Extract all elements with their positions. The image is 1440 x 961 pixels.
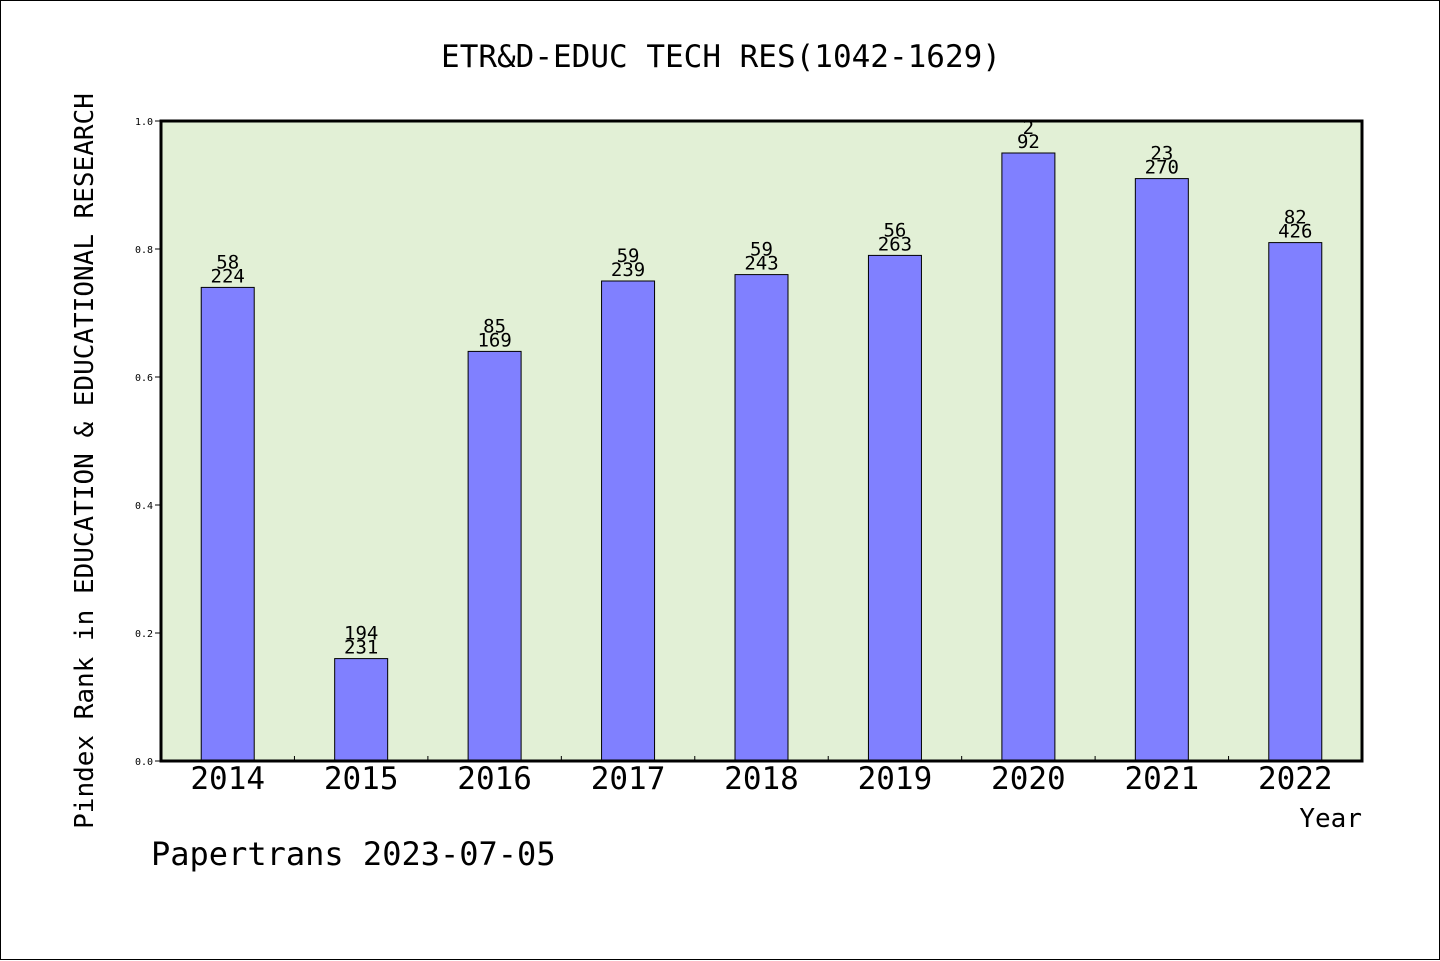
x-tick-label-2020: 2020 xyxy=(991,761,1066,797)
bar-label-top-2018: 59 xyxy=(750,239,773,261)
bar-2019 xyxy=(867,254,922,762)
y-axis-label: Pindex Rank in EDUCATION & EDUCATIONAL R… xyxy=(70,93,100,829)
bar-label-bottom-2014: 224 xyxy=(211,265,245,287)
bar-label-top-2019: 56 xyxy=(883,219,906,241)
bar-label-top-2017: 59 xyxy=(617,245,640,267)
bar-label-top-2016: 85 xyxy=(483,315,506,337)
bar-label-top-2020: 2 xyxy=(1023,117,1034,139)
bar-label-bottom-2015: 231 xyxy=(344,637,378,659)
bar-2016 xyxy=(467,350,522,762)
bar-label-bottom-2017: 239 xyxy=(611,259,645,281)
bar-2015 xyxy=(334,658,389,762)
bar-2021 xyxy=(1134,178,1189,762)
bar-label-bottom-2021: 270 xyxy=(1145,157,1179,179)
y-tick-label-0.0: 0.0 xyxy=(135,757,153,768)
bar-label-bottom-2022: 426 xyxy=(1278,221,1312,243)
y-tick-label-0.2: 0.2 xyxy=(135,629,153,640)
footer-credit: Papertrans 2023-07-05 xyxy=(151,835,556,873)
x-tick-label-2019: 2019 xyxy=(858,761,933,797)
x-tick-label-2018: 2018 xyxy=(724,761,799,797)
chart-title: ETR&D-EDUC TECH RES(1042-1629) xyxy=(441,39,1001,75)
bar-label-bottom-2016: 169 xyxy=(477,329,511,351)
y-tick-label-1.0: 1.0 xyxy=(135,117,153,128)
x-tick-label-2016: 2016 xyxy=(457,761,532,797)
bar-label-bottom-2019: 263 xyxy=(878,233,912,255)
y-tick-label-0.6: 0.6 xyxy=(135,373,153,384)
y-tick-label-0.4: 0.4 xyxy=(135,501,153,512)
bar-label-top-2014: 58 xyxy=(216,251,239,273)
y-tick-label-0.8: 0.8 xyxy=(135,245,153,256)
x-axis-label: Year xyxy=(1299,804,1362,834)
bar-2018 xyxy=(734,274,789,762)
x-tick-label-2014: 2014 xyxy=(190,761,265,797)
bar-label-top-2021: 23 xyxy=(1150,143,1173,165)
bar-2017 xyxy=(601,280,656,762)
bar-2022 xyxy=(1268,242,1323,762)
bar-label-bottom-2020: 92 xyxy=(1017,131,1040,153)
bar-label-top-2015: 194 xyxy=(344,623,378,645)
bar-2020 xyxy=(1001,152,1056,762)
bar-2014 xyxy=(200,286,255,762)
bar-label-top-2022: 82 xyxy=(1284,207,1307,229)
x-tick-label-2017: 2017 xyxy=(591,761,666,797)
x-tick-label-2015: 2015 xyxy=(324,761,399,797)
bar-label-bottom-2018: 243 xyxy=(744,253,778,275)
x-tick-label-2022: 2022 xyxy=(1258,761,1333,797)
x-tick-label-2021: 2021 xyxy=(1125,761,1200,797)
plot-border xyxy=(159,119,1364,763)
